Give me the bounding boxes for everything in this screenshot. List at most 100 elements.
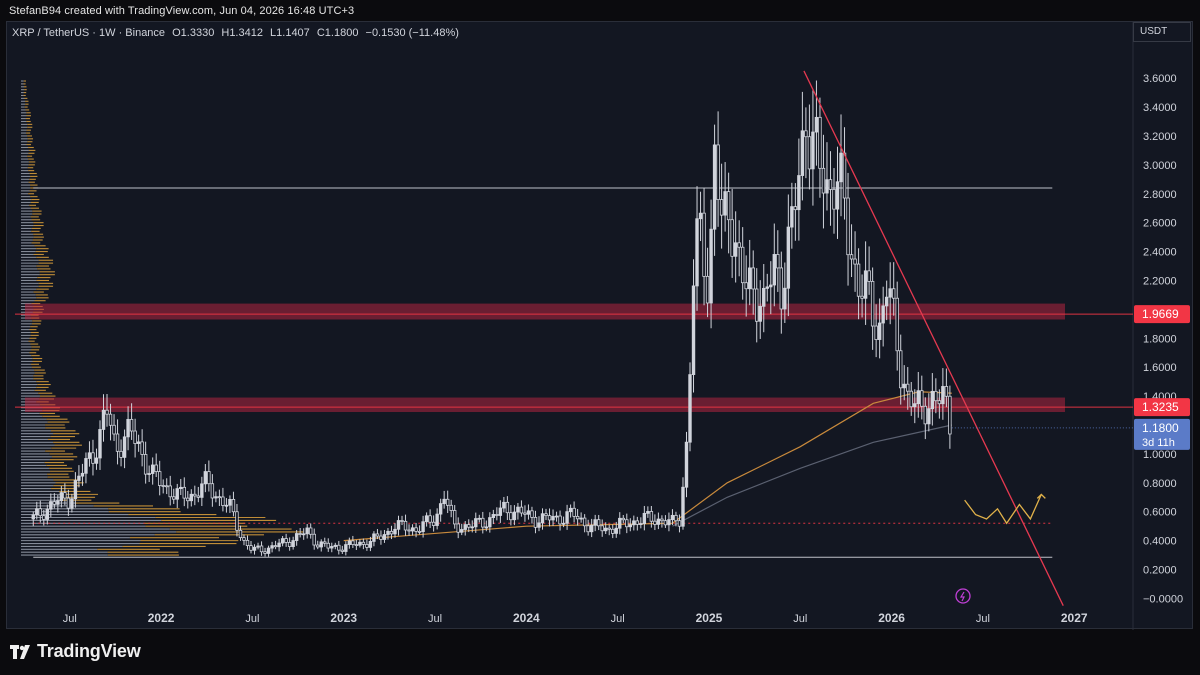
candle[interactable] [66, 497, 71, 509]
candle[interactable] [245, 539, 250, 546]
candle[interactable] [414, 527, 418, 532]
candle[interactable] [266, 547, 271, 554]
candle[interactable] [474, 518, 478, 528]
candle[interactable] [716, 144, 720, 200]
candle[interactable] [94, 457, 99, 464]
candle[interactable] [920, 390, 924, 407]
candle[interactable] [330, 546, 334, 549]
candle[interactable] [790, 206, 794, 228]
candle[interactable] [769, 284, 773, 288]
candle[interactable] [147, 473, 151, 475]
candle[interactable] [502, 501, 506, 509]
candle[interactable] [129, 418, 134, 432]
candle[interactable] [333, 544, 337, 547]
candle[interactable] [835, 181, 840, 210]
candle[interactable] [853, 258, 857, 265]
candle[interactable] [688, 374, 692, 443]
candle[interactable] [656, 518, 661, 525]
candle[interactable] [143, 454, 148, 475]
candle[interactable] [811, 131, 815, 170]
candle[interactable] [56, 500, 60, 505]
candle[interactable] [122, 436, 127, 458]
candle[interactable] [179, 486, 183, 490]
candle[interactable] [607, 527, 611, 530]
candle[interactable] [579, 517, 583, 520]
candle[interactable] [263, 551, 267, 554]
candle[interactable] [705, 275, 710, 304]
candle[interactable] [891, 288, 896, 299]
candle[interactable] [516, 506, 520, 513]
candle[interactable] [210, 483, 215, 499]
candle[interactable] [84, 458, 88, 474]
candle[interactable] [38, 508, 42, 517]
candle[interactable] [77, 475, 81, 481]
candle[interactable] [119, 450, 123, 458]
candle[interactable] [681, 486, 685, 527]
candle[interactable] [593, 519, 597, 526]
candle[interactable] [396, 520, 401, 530]
candle[interactable] [270, 545, 274, 549]
candle[interactable] [867, 270, 871, 282]
candle[interactable] [821, 167, 826, 194]
candle[interactable] [49, 501, 53, 510]
candle[interactable] [860, 295, 864, 299]
candle[interactable] [484, 526, 489, 529]
candle[interactable] [839, 152, 843, 183]
candle[interactable] [105, 409, 109, 415]
candle[interactable] [175, 488, 179, 500]
candle[interactable] [393, 528, 397, 535]
candle[interactable] [575, 515, 580, 520]
candle[interactable] [547, 515, 552, 521]
candle[interactable] [740, 246, 745, 284]
candle[interactable] [80, 472, 85, 477]
price-chart[interactable]: 3.6000 3.4000 3.2000 3.0000 2.8000 2.6000 2.40… [7, 22, 1194, 630]
candle[interactable] [628, 524, 632, 528]
candle[interactable] [59, 492, 64, 502]
candle[interactable] [614, 527, 618, 534]
candle[interactable] [748, 267, 752, 290]
candle[interactable] [916, 390, 920, 405]
candle[interactable] [136, 441, 141, 444]
candle[interactable] [874, 325, 878, 340]
candle[interactable] [277, 542, 281, 548]
candle[interactable] [944, 386, 949, 397]
candle[interactable] [182, 486, 186, 499]
chart-panel[interactable]: 3.6000 3.4000 3.2000 3.0000 2.8000 2.6000 2.40… [6, 21, 1194, 630]
candle[interactable] [259, 545, 264, 553]
candle[interactable] [354, 544, 359, 546]
candle[interactable] [368, 540, 373, 548]
trend-line[interactable] [803, 70, 1064, 606]
symbol-name[interactable]: XRP / TetherUS · 1W · Binance [12, 27, 166, 39]
candle[interactable] [596, 519, 601, 527]
candle[interactable] [165, 485, 169, 488]
candle[interactable] [460, 529, 464, 533]
candle[interactable] [340, 549, 345, 552]
candle[interactable] [512, 511, 517, 521]
candle[interactable] [783, 287, 787, 310]
candle[interactable] [280, 538, 285, 544]
candle[interactable] [762, 287, 766, 307]
candle[interactable] [744, 282, 748, 290]
candle[interactable] [719, 199, 724, 216]
level-price-tag[interactable] [1134, 305, 1190, 324]
candle[interactable] [284, 538, 288, 543]
candle[interactable] [488, 517, 492, 528]
candle[interactable] [568, 507, 573, 513]
candle[interactable] [452, 510, 457, 525]
candle[interactable] [491, 514, 496, 518]
candle[interactable] [382, 534, 387, 540]
candle[interactable] [649, 511, 654, 522]
candle[interactable] [70, 498, 74, 509]
candle[interactable] [737, 242, 741, 248]
candle[interactable] [463, 524, 467, 530]
candle[interactable] [238, 529, 243, 539]
candle[interactable] [772, 254, 776, 286]
candle[interactable] [389, 530, 394, 535]
candle[interactable] [642, 512, 647, 525]
candle[interactable] [161, 485, 165, 487]
candle[interactable] [45, 508, 50, 520]
candle[interactable] [646, 511, 650, 514]
candle[interactable] [589, 524, 594, 533]
candle[interactable] [586, 525, 590, 533]
candle[interactable] [663, 520, 668, 526]
